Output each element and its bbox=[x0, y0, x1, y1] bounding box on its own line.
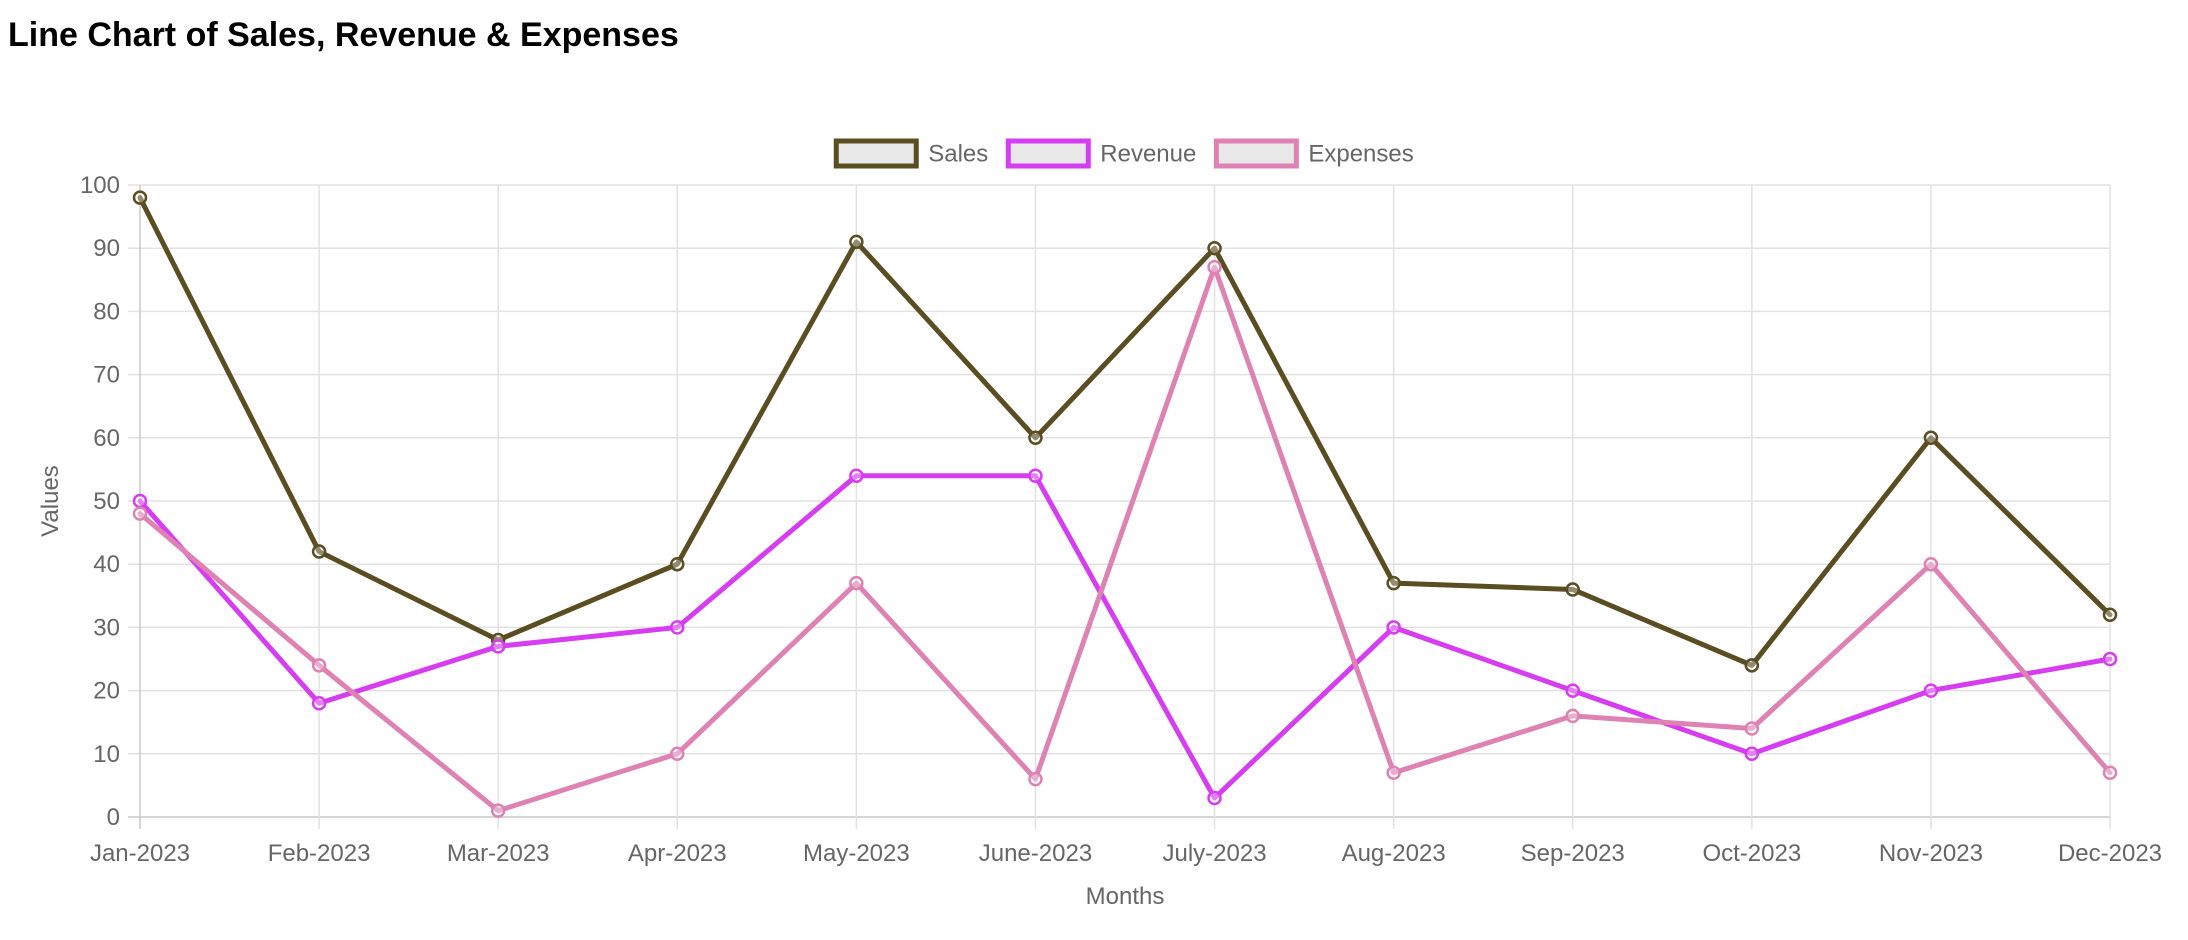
data-point[interactable] bbox=[1388, 577, 1400, 589]
data-point[interactable] bbox=[2104, 653, 2116, 665]
data-point[interactable] bbox=[1209, 242, 1221, 254]
legend-item-revenue[interactable]: Revenue bbox=[1008, 141, 1196, 168]
legend-label: Sales bbox=[928, 141, 988, 168]
axes: 0 10 20 30 40 50 60 70 80 90 100 Jan-2023 Feb-2023 Ma… bbox=[37, 172, 2162, 910]
data-point[interactable] bbox=[1209, 792, 1221, 804]
y-tick-label: 50 bbox=[93, 488, 120, 515]
x-tick-label: July-2023 bbox=[1163, 840, 1267, 867]
data-point[interactable] bbox=[850, 577, 862, 589]
y-tick-label: 60 bbox=[93, 425, 120, 452]
data-point[interactable] bbox=[1567, 710, 1579, 722]
data-point[interactable] bbox=[313, 546, 325, 558]
data-point[interactable] bbox=[1029, 432, 1041, 444]
series-lines bbox=[134, 192, 2116, 817]
x-tick-label: Dec-2023 bbox=[2058, 840, 2162, 867]
y-axis-title: Values bbox=[37, 465, 64, 537]
x-tick-label: Feb-2023 bbox=[268, 840, 371, 867]
x-tick-label: May-2023 bbox=[803, 840, 910, 867]
data-point[interactable] bbox=[134, 495, 146, 507]
y-tick-label: 0 bbox=[107, 804, 120, 831]
x-tick-label: Jan-2023 bbox=[90, 840, 190, 867]
y-tick-label: 30 bbox=[93, 614, 120, 641]
x-tick-label: Oct-2023 bbox=[1702, 840, 1801, 867]
data-point[interactable] bbox=[1746, 748, 1758, 760]
y-tick-label: 20 bbox=[93, 678, 120, 705]
legend-label: Expenses bbox=[1308, 141, 1413, 168]
x-tick-label: Aug-2023 bbox=[1342, 840, 1446, 867]
data-point[interactable] bbox=[850, 470, 862, 482]
y-tick-label: 90 bbox=[93, 235, 120, 262]
data-point[interactable] bbox=[1925, 558, 1937, 570]
x-tick-label: Apr-2023 bbox=[628, 840, 727, 867]
data-point[interactable] bbox=[1567, 583, 1579, 595]
data-point[interactable] bbox=[313, 659, 325, 671]
data-point[interactable] bbox=[492, 805, 504, 817]
data-point[interactable] bbox=[671, 621, 683, 633]
series-line bbox=[140, 198, 2110, 666]
data-point[interactable] bbox=[671, 748, 683, 760]
legend[interactable]: Sales Revenue Expenses bbox=[836, 141, 1414, 168]
data-point[interactable] bbox=[492, 640, 504, 652]
data-point[interactable] bbox=[134, 508, 146, 520]
y-tick-label: 70 bbox=[93, 362, 120, 389]
y-tick-label: 100 bbox=[80, 172, 120, 199]
data-point[interactable] bbox=[1746, 659, 1758, 671]
data-point[interactable] bbox=[1209, 261, 1221, 273]
data-point[interactable] bbox=[671, 558, 683, 570]
data-point[interactable] bbox=[134, 192, 146, 204]
data-point[interactable] bbox=[1925, 685, 1937, 697]
y-tick-label: 40 bbox=[93, 551, 120, 578]
series-sales bbox=[134, 192, 2116, 672]
x-tick-label: Nov-2023 bbox=[1879, 840, 1983, 867]
legend-item-expenses[interactable]: Expenses bbox=[1216, 141, 1413, 168]
legend-label: Revenue bbox=[1100, 141, 1196, 168]
legend-item-sales[interactable]: Sales bbox=[836, 141, 988, 168]
legend-swatch bbox=[836, 141, 916, 166]
data-point[interactable] bbox=[1388, 767, 1400, 779]
data-point[interactable] bbox=[313, 697, 325, 709]
y-tick-label: 80 bbox=[93, 298, 120, 325]
data-point[interactable] bbox=[1029, 470, 1041, 482]
data-point[interactable] bbox=[1925, 432, 1937, 444]
x-axis-title: Months bbox=[1086, 883, 1165, 910]
legend-swatch bbox=[1008, 141, 1088, 166]
data-point[interactable] bbox=[1388, 621, 1400, 633]
y-tick-label: 10 bbox=[93, 741, 120, 768]
data-point[interactable] bbox=[1029, 773, 1041, 785]
data-point[interactable] bbox=[850, 236, 862, 248]
x-tick-label: Mar-2023 bbox=[447, 840, 550, 867]
legend-swatch bbox=[1216, 141, 1296, 166]
data-point[interactable] bbox=[1567, 685, 1579, 697]
data-point[interactable] bbox=[1746, 723, 1758, 735]
x-tick-label: June-2023 bbox=[979, 840, 1092, 867]
x-tick-label: Sep-2023 bbox=[1521, 840, 1625, 867]
data-point[interactable] bbox=[2104, 609, 2116, 621]
data-point[interactable] bbox=[2104, 767, 2116, 779]
